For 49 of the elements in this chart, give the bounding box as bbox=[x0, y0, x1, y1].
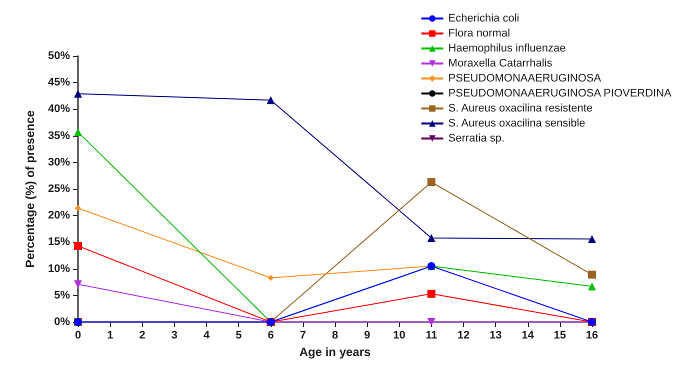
y-tick-label: 25% bbox=[48, 183, 70, 195]
legend-label: Serratia sp. bbox=[448, 132, 505, 144]
point bbox=[75, 205, 81, 212]
x-tick-label: 7 bbox=[300, 330, 306, 342]
y-tick-label: 15% bbox=[48, 236, 70, 248]
y-tick-label: 40% bbox=[48, 103, 70, 116]
point bbox=[427, 178, 436, 186]
x-tick-label: 16 bbox=[586, 330, 598, 342]
x-tick-label: 3 bbox=[171, 330, 178, 342]
x-tick-label: 10 bbox=[393, 330, 406, 342]
x-tick-label: 8 bbox=[332, 330, 338, 342]
x-tick-label: 6 bbox=[268, 330, 274, 342]
legend-label: Haemophilus influenzae bbox=[448, 42, 566, 54]
y-axis-title: Percentage (%) of presence bbox=[23, 110, 37, 268]
legend-label: S. Aureus oxacilina resistente bbox=[448, 102, 593, 114]
x-tick-label: 11 bbox=[426, 330, 438, 342]
legend-label: Flora normal bbox=[448, 28, 510, 40]
point bbox=[268, 274, 274, 281]
y-tick-label: 0% bbox=[54, 316, 70, 328]
y-tick-label: 10% bbox=[48, 262, 70, 275]
x-tick-label: 9 bbox=[364, 330, 370, 342]
y-tick-label: 50% bbox=[48, 50, 70, 62]
legend-label: PSEUDOMONAAERUGINOSA PIOVERDINA bbox=[448, 88, 672, 100]
point bbox=[427, 290, 436, 298]
legend-label: Moraxella Catarrhalis bbox=[448, 58, 553, 70]
x-tick-label: 12 bbox=[457, 330, 470, 342]
x-tick-label: 0 bbox=[74, 330, 82, 342]
y-tick-label: 5% bbox=[54, 289, 70, 302]
x-tick-label: 4 bbox=[203, 330, 210, 342]
legend-label: Echerichia coli bbox=[448, 12, 520, 24]
y-tick-label: 30% bbox=[48, 156, 70, 168]
x-tick-label: 1 bbox=[107, 330, 114, 342]
x-tick-label: 5 bbox=[236, 330, 242, 342]
point bbox=[427, 234, 436, 242]
legend-label: S. Aureus oxacilina sensible bbox=[448, 118, 586, 130]
point bbox=[74, 90, 82, 98]
legend-label: PSEUDOMONAAERUGINOSA bbox=[448, 72, 602, 84]
x-tick-label: 2 bbox=[139, 330, 146, 342]
x-tick-label: 13 bbox=[490, 330, 502, 342]
y-tick-label: 45% bbox=[48, 76, 70, 89]
x-tick-label: 14 bbox=[522, 330, 535, 342]
point bbox=[588, 270, 596, 279]
x-tick-label: 15 bbox=[554, 330, 566, 342]
point bbox=[266, 96, 275, 104]
y-tick-label: 35% bbox=[48, 130, 70, 142]
y-tick-label: 20% bbox=[48, 210, 70, 222]
point bbox=[588, 235, 596, 244]
x-axis-title: Age in years bbox=[299, 345, 372, 359]
point bbox=[74, 242, 82, 250]
